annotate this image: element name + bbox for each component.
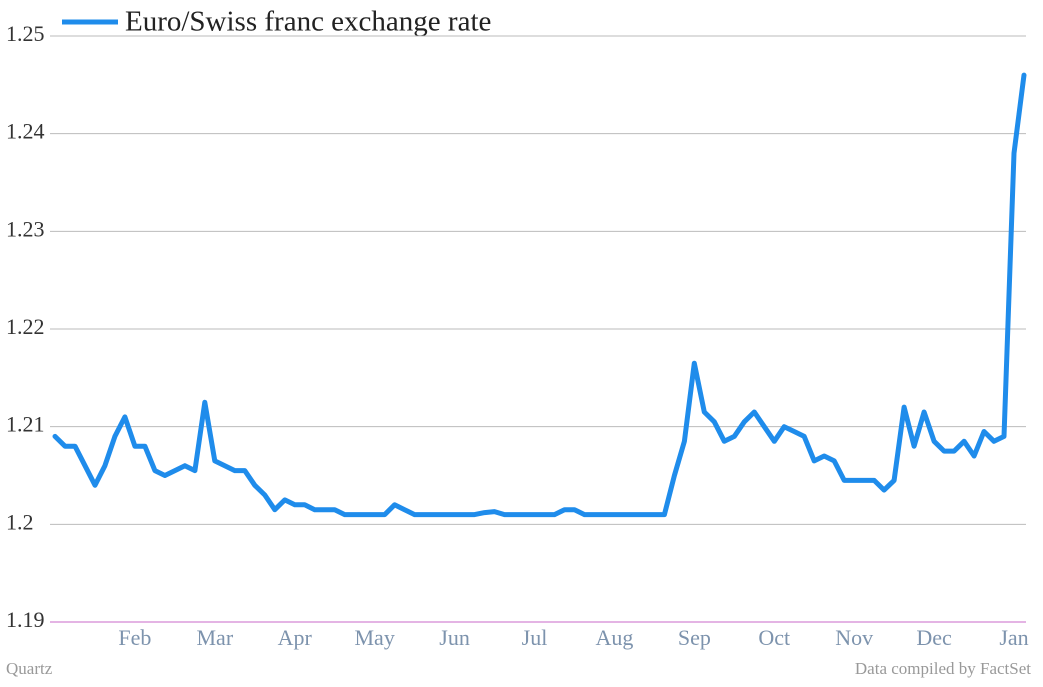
- x-tick-label: Feb: [118, 625, 151, 650]
- y-tick-label: 1.19: [6, 607, 45, 632]
- note: Data compiled by FactSet: [855, 659, 1031, 678]
- line: [52, 72, 1027, 518]
- y-tick-label: 1.21: [6, 412, 45, 437]
- x-tick-label: Jul: [522, 625, 548, 650]
- x-tick-label: Jan: [999, 625, 1028, 650]
- x-tick-label: May: [355, 625, 395, 650]
- x-tick-label: Oct: [758, 625, 790, 650]
- x-tick-label: Dec: [916, 625, 952, 650]
- y-tick-label: 1.25: [6, 21, 45, 46]
- source: Quartz: [6, 659, 53, 678]
- x-tick-label: Aug: [595, 625, 633, 650]
- x-tick-label: Apr: [278, 625, 313, 650]
- x-tick-label: Nov: [835, 625, 873, 650]
- y-tick-label: 1.22: [6, 314, 45, 339]
- x-tick-label: Mar: [197, 625, 234, 650]
- legend-label: Euro/Swiss franc exchange rate: [125, 6, 491, 38]
- x-tick-label: Sep: [678, 625, 711, 650]
- y-tick-label: 1.2: [6, 509, 34, 534]
- y-tick-label: 1.24: [6, 119, 45, 144]
- x-tick-label: Jun: [439, 625, 470, 650]
- y-tick-label: 1.23: [6, 216, 45, 241]
